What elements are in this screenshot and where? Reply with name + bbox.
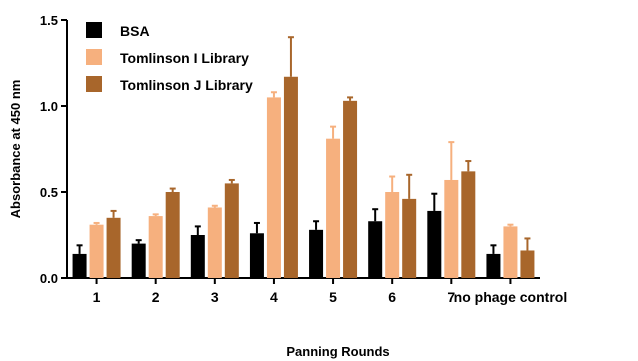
bar [427, 210, 442, 278]
legend-label: Tomlinson I Library [120, 50, 249, 66]
bar [461, 171, 476, 278]
y-tick-label: 1.5 [40, 13, 58, 28]
plot-area: 0.0 0.5 1.0 1.5 1 2 3 4 5 6 7no phage control [40, 13, 567, 305]
y-axis-ticks: 0.0 0.5 1.0 1.5 [40, 13, 67, 286]
x-tick-label: 2 [152, 289, 160, 305]
bar [385, 192, 400, 278]
legend-swatch [86, 49, 102, 65]
x-tick-label: 7 [447, 289, 455, 305]
bar [343, 100, 358, 278]
legend-label: BSA [120, 23, 150, 39]
bar [486, 253, 501, 278]
bar [89, 224, 104, 278]
y-tick-label: 0.0 [40, 271, 58, 286]
bar [444, 179, 459, 278]
x-tick-label: no phage control [454, 289, 568, 305]
x-tick-label: 3 [211, 289, 219, 305]
bar [131, 243, 146, 278]
y-tick-label: 1.0 [40, 99, 58, 114]
legend-label: Tomlinson J Library [120, 77, 253, 93]
bar [309, 229, 324, 278]
x-tick-label: 5 [329, 289, 337, 305]
bar [224, 183, 239, 278]
bar [148, 216, 163, 278]
y-tick-label: 0.5 [40, 185, 58, 200]
bar [402, 198, 417, 278]
bar [326, 138, 341, 278]
bar [207, 207, 222, 278]
x-tick-label: 4 [270, 289, 278, 305]
bar [249, 233, 264, 278]
legend: BSA Tomlinson I Library Tomlinson J Librar… [86, 22, 253, 93]
bar [106, 217, 121, 278]
bar [190, 235, 205, 278]
y-axis-label: Absorbance at 450 nm [8, 80, 23, 219]
bars-group [72, 36, 535, 279]
bar [165, 192, 180, 278]
bar [266, 97, 281, 279]
legend-swatch [86, 22, 102, 38]
bar [72, 253, 87, 278]
x-axis-label: Panning Rounds [286, 344, 389, 359]
bar [503, 226, 518, 278]
bar [283, 76, 298, 278]
bar [368, 221, 383, 278]
x-axis-ticks: 1 2 3 4 5 6 7no phage control [93, 278, 568, 305]
bar [520, 250, 535, 278]
x-tick-label: 6 [388, 289, 396, 305]
x-tick-label: 1 [93, 289, 101, 305]
legend-swatch [86, 76, 102, 92]
